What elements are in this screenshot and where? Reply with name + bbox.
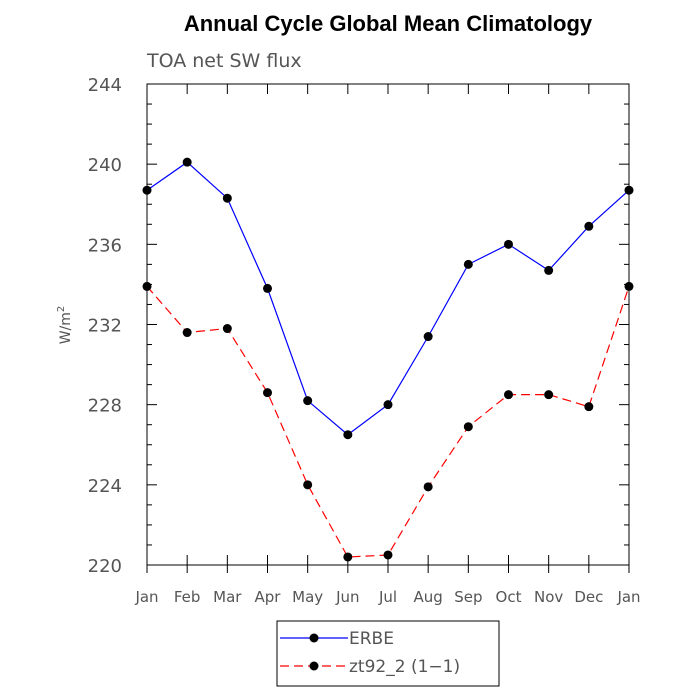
series-point [263, 283, 272, 293]
y-tick-label: 224 [88, 476, 122, 497]
series-layer [142, 157, 634, 562]
y-tick-label: 244 [88, 75, 122, 96]
series-point [303, 480, 313, 490]
series-point [423, 332, 433, 342]
y-tick-label: 228 [88, 396, 122, 417]
series-point [423, 482, 433, 492]
x-tick-labels: Jan Feb Mar Apr May Jun Jul Aug Sep Oct Nov Dec Jan [134, 588, 640, 606]
y-axis-label-superscript: 2 [56, 306, 67, 312]
chart-title: Annual Cycle Global Mean Climatology [184, 11, 593, 36]
series-point [463, 259, 473, 269]
x-tick-label: Nov [534, 588, 563, 606]
series-point [182, 328, 192, 338]
x-tick-label: Mar [213, 588, 242, 606]
x-tick-label: Jun [335, 588, 359, 606]
y-tick-label: 240 [88, 155, 122, 176]
series-point [624, 185, 634, 195]
x-tick-label: Jan [616, 588, 640, 606]
series-point [142, 281, 152, 291]
series-line [146, 286, 630, 558]
series-point [544, 390, 554, 400]
y-tick-label: 232 [88, 316, 122, 337]
x-tick-label: Jul [378, 588, 397, 606]
series-point [343, 552, 353, 562]
series-point [142, 185, 152, 195]
series-point [584, 221, 594, 231]
axis-ticks [146, 83, 630, 573]
series-point [222, 193, 232, 203]
series-point [624, 281, 634, 291]
series-point [383, 550, 393, 560]
series-line [146, 161, 630, 436]
chart-subtitle: TOA net SW flux [146, 50, 302, 72]
series-point [303, 396, 313, 406]
x-tick-label: May [292, 588, 323, 606]
legend-marker-erbe [309, 633, 319, 643]
y-axis-label-text: W/m [58, 312, 74, 344]
series-point [182, 157, 192, 167]
y-tick-labels: 220 224 228 232 236 240 244 [88, 75, 122, 577]
x-tick-label: Sep [454, 588, 482, 606]
legend: ERBE zt92_2 (1−1) [276, 620, 500, 687]
plot-frame [146, 83, 630, 566]
legend-label-erbe: ERBE [349, 629, 394, 649]
legend-label-zt92: zt92_2 (1−1) [349, 657, 460, 677]
legend-marker-zt92 [309, 661, 319, 671]
series-point [504, 239, 513, 249]
series-point [504, 390, 513, 400]
series-point [222, 324, 232, 334]
x-tick-label: Aug [414, 588, 443, 606]
x-tick-label: Dec [574, 588, 603, 606]
y-tick-label: 236 [88, 235, 122, 256]
x-tick-label: Jan [134, 588, 158, 606]
series-point [343, 430, 353, 440]
x-tick-label: Apr [255, 588, 282, 606]
series-point [463, 422, 473, 432]
y-tick-label: 220 [88, 556, 122, 577]
x-tick-label: Oct [496, 588, 522, 606]
series-point [263, 388, 272, 398]
y-axis-label: W/m2 [56, 306, 74, 345]
legend-box [276, 620, 500, 687]
series-point [544, 265, 554, 275]
series-point [584, 402, 594, 412]
x-tick-label: Feb [174, 588, 201, 606]
series-point [383, 400, 393, 410]
